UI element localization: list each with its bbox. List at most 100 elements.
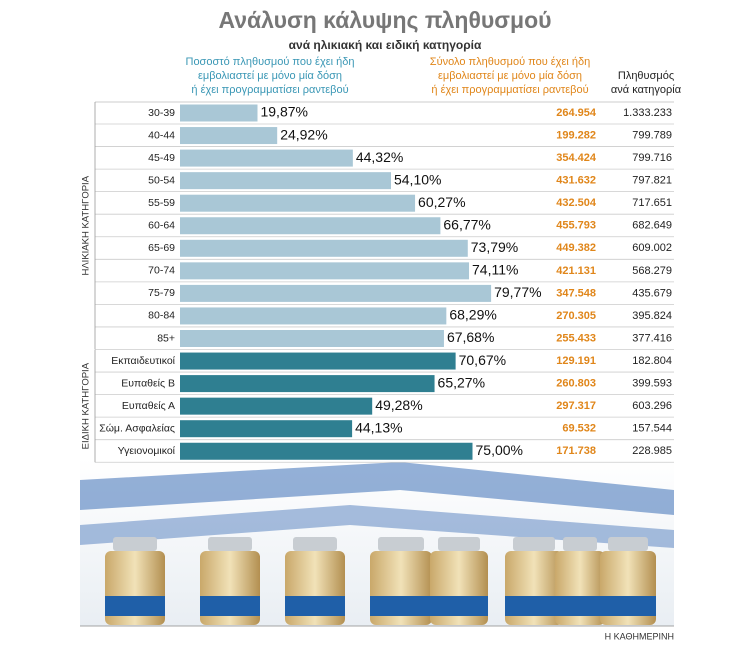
column-value: 399.593 bbox=[632, 378, 672, 390]
category-label: 65-69 bbox=[148, 242, 175, 254]
group-label: ΕΙΔΙΚΗ ΚΑΤΗΓΟΡΙΑ bbox=[81, 362, 92, 449]
column-value: 432.504 bbox=[556, 197, 597, 209]
column-value: 799.789 bbox=[632, 129, 672, 141]
bar bbox=[180, 442, 473, 460]
column-value: 431.632 bbox=[556, 175, 596, 187]
vial-label bbox=[370, 596, 432, 616]
value-label: 60,27% bbox=[418, 194, 465, 210]
vial-cap bbox=[563, 537, 597, 551]
category-label: Σώμ. Ασφαλείας bbox=[99, 422, 175, 434]
bar bbox=[180, 149, 353, 167]
category-label: 60-64 bbox=[148, 220, 175, 232]
bar bbox=[180, 104, 258, 122]
column-value: 270.305 bbox=[556, 310, 596, 322]
value-label: 24,92% bbox=[280, 126, 327, 142]
vial-label bbox=[285, 596, 345, 616]
column-header: ή έχει προγραμματίσει ραντεβού bbox=[431, 84, 588, 96]
vial-cap bbox=[513, 537, 555, 551]
vial-cap bbox=[293, 537, 337, 551]
column-value: 449.382 bbox=[556, 242, 596, 254]
value-label: 75,00% bbox=[476, 442, 523, 458]
bar bbox=[180, 420, 353, 438]
vial-cap bbox=[208, 537, 252, 551]
column-header: εμβολιαστεί με μόνο μία δόση bbox=[438, 70, 582, 82]
category-label: 30-39 bbox=[148, 107, 175, 119]
column-value: 797.821 bbox=[632, 175, 672, 187]
column-value: 157.544 bbox=[632, 423, 672, 435]
column-value: 395.824 bbox=[632, 310, 672, 322]
bar bbox=[180, 239, 468, 257]
vial-label bbox=[505, 596, 563, 616]
value-label: 44,13% bbox=[355, 419, 402, 435]
column-value: 69.532 bbox=[562, 423, 596, 435]
value-label: 49,28% bbox=[375, 397, 422, 413]
value-label: 19,87% bbox=[260, 104, 307, 120]
source: Η ΚΑΘΗΜΕΡΙΝΗ bbox=[605, 631, 674, 641]
category-label: 70-74 bbox=[148, 265, 175, 277]
column-value: 377.416 bbox=[632, 332, 672, 344]
value-label: 68,29% bbox=[449, 307, 496, 323]
column-header: Ποσοστό πληθυσμού που έχει ήδη bbox=[186, 56, 355, 68]
category-label: 40-44 bbox=[148, 129, 175, 141]
column-value: 255.433 bbox=[556, 332, 596, 344]
category-label: 55-59 bbox=[148, 197, 175, 209]
value-label: 54,10% bbox=[394, 171, 441, 187]
bar bbox=[180, 217, 441, 235]
category-label: 45-49 bbox=[148, 152, 175, 164]
column-value: 1.333.233 bbox=[623, 107, 672, 119]
bar bbox=[180, 194, 416, 212]
column-value: 264.954 bbox=[556, 107, 597, 119]
column-value: 609.002 bbox=[632, 242, 672, 254]
value-label: 44,32% bbox=[356, 149, 403, 165]
vial-cap bbox=[113, 537, 157, 551]
vial-cap bbox=[378, 537, 424, 551]
column-value: 603.296 bbox=[632, 400, 672, 412]
category-label: 85+ bbox=[157, 332, 175, 344]
category-label: Εκπαιδευτικοί bbox=[111, 355, 175, 367]
value-label: 79,77% bbox=[494, 284, 541, 300]
vial-label bbox=[600, 596, 656, 616]
value-label: 73,79% bbox=[471, 239, 518, 255]
bar bbox=[180, 262, 470, 280]
column-value: 455.793 bbox=[556, 220, 596, 232]
title: Ανάλυση κάλυψης πληθυσμού bbox=[218, 7, 551, 33]
column-value: 347.548 bbox=[556, 287, 596, 299]
vial-cap bbox=[438, 537, 480, 551]
bar bbox=[180, 330, 444, 347]
bar bbox=[180, 172, 391, 190]
column-header: ή έχει προγραμματίσει ραντεβού bbox=[191, 84, 348, 96]
bar bbox=[180, 375, 435, 393]
column-value: 182.804 bbox=[632, 355, 672, 367]
column-value: 228.985 bbox=[632, 445, 672, 457]
flag-stripe bbox=[80, 462, 674, 515]
column-value: 568.279 bbox=[632, 265, 672, 277]
column-value: 171.738 bbox=[556, 445, 596, 457]
column-value: 129.191 bbox=[556, 355, 596, 367]
value-label: 66,77% bbox=[443, 216, 490, 232]
group-label: ΗΛΙΚΙΑΚΗ ΚΑΤΗΓΟΡΙΑ bbox=[81, 175, 92, 275]
column-value: 354.424 bbox=[556, 152, 597, 164]
column-value: 799.716 bbox=[632, 152, 672, 164]
vial-label bbox=[200, 596, 260, 616]
value-label: 70,67% bbox=[459, 352, 506, 368]
bar bbox=[180, 397, 373, 415]
subtitle: ανά ηλικιακή και ειδική κατηγορία bbox=[289, 38, 482, 52]
vial-cap bbox=[608, 537, 648, 551]
column-header: Σύνολο πληθυσμού που έχει ήδη bbox=[430, 56, 590, 68]
bar bbox=[180, 307, 447, 325]
value-label: 74,11% bbox=[472, 262, 518, 278]
bar bbox=[180, 127, 278, 145]
category-label: Ευπαθείς Β bbox=[121, 377, 175, 389]
column-value: 435.679 bbox=[632, 287, 672, 299]
vial-label bbox=[555, 596, 605, 616]
vaccine-illustration bbox=[80, 458, 674, 626]
column-value: 682.649 bbox=[632, 220, 672, 232]
value-label: 65,27% bbox=[438, 374, 485, 390]
category-label: 50-54 bbox=[148, 174, 175, 186]
category-label: Ευπαθείς Α bbox=[122, 400, 175, 412]
column-value: 297.317 bbox=[556, 400, 596, 412]
category-label: 80-84 bbox=[148, 310, 175, 322]
column-value: 260.803 bbox=[556, 378, 596, 390]
category-label: Υγειονομικοί bbox=[118, 445, 176, 457]
